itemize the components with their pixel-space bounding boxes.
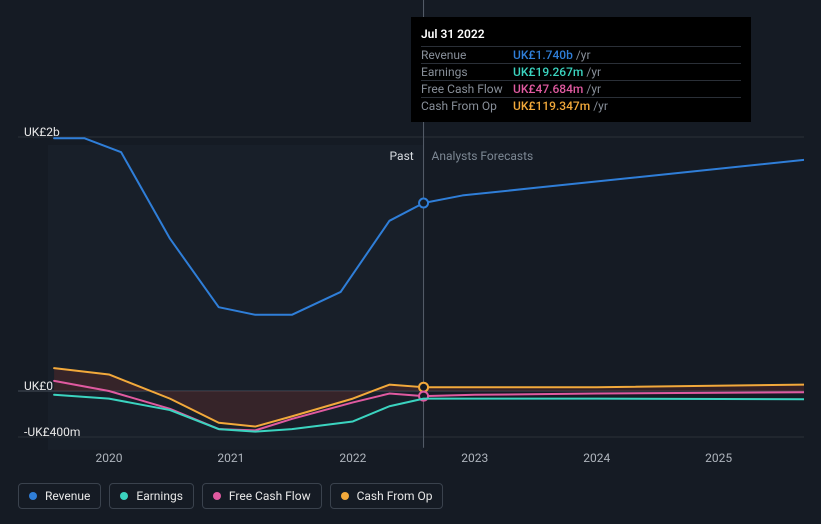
tooltip-row: EarningsUK£19.267m/yr [421, 63, 741, 80]
legend-dot-icon [341, 492, 349, 500]
tooltip-row-label: Cash From Op [421, 99, 513, 113]
past-label: Past [390, 149, 414, 163]
tooltip-row-unit: /yr [593, 99, 608, 113]
legend-item-revenue[interactable]: Revenue [18, 483, 101, 509]
tooltip-row-value: UK£19.267m [513, 65, 583, 79]
tooltip-row-unit: /yr [586, 82, 601, 96]
tooltip-row-unit: /yr [576, 48, 591, 62]
legend-label: Free Cash Flow [229, 489, 311, 503]
legend-label: Earnings [136, 489, 183, 503]
tooltip-row-label: Earnings [421, 65, 513, 79]
legend-label: Cash From Op [357, 489, 433, 503]
legend-dot-icon [120, 492, 128, 500]
tooltip-row: Free Cash FlowUK£47.684m/yr [421, 80, 741, 97]
tooltip-row: RevenueUK£1.740b/yr [421, 46, 741, 63]
legend-dot-icon [29, 492, 37, 500]
tooltip-row-label: Free Cash Flow [421, 82, 513, 96]
legend-label: Revenue [45, 489, 90, 503]
x-axis-label: 2022 [339, 451, 366, 465]
tooltip-row-value: UK£1.740b [513, 48, 573, 62]
tooltip-row: Cash From OpUK£119.347m/yr [421, 97, 741, 114]
x-axis-label: 2024 [583, 451, 610, 465]
x-axis-label: 2023 [461, 451, 488, 465]
chart-legend: Revenue Earnings Free Cash Flow Cash From O… [18, 483, 443, 509]
tooltip-row-unit: /yr [586, 65, 601, 79]
tooltip-row-label: Revenue [421, 48, 513, 62]
legend-item-cash_from_op[interactable]: Cash From Op [330, 483, 444, 509]
y-axis-label: -UK£400m [24, 425, 80, 439]
y-axis-label: UK£2b [24, 125, 60, 139]
legend-dot-icon [213, 492, 221, 500]
legend-item-earnings[interactable]: Earnings [109, 483, 194, 509]
forecast-label: Analysts Forecasts [432, 149, 534, 163]
x-axis-label: 2020 [95, 451, 122, 465]
chart-tooltip: Jul 31 2022 RevenueUK£1.740b/yrEarningsU… [411, 17, 751, 122]
tooltip-row-value: UK£119.347m [513, 99, 590, 113]
legend-item-free_cash_flow[interactable]: Free Cash Flow [202, 483, 322, 509]
tooltip-date: Jul 31 2022 [421, 25, 741, 46]
x-axis-label: 2021 [217, 451, 244, 465]
x-axis-label: 2025 [705, 451, 732, 465]
tooltip-row-value: UK£47.684m [513, 82, 583, 96]
y-axis-label: UK£0 [24, 379, 53, 393]
